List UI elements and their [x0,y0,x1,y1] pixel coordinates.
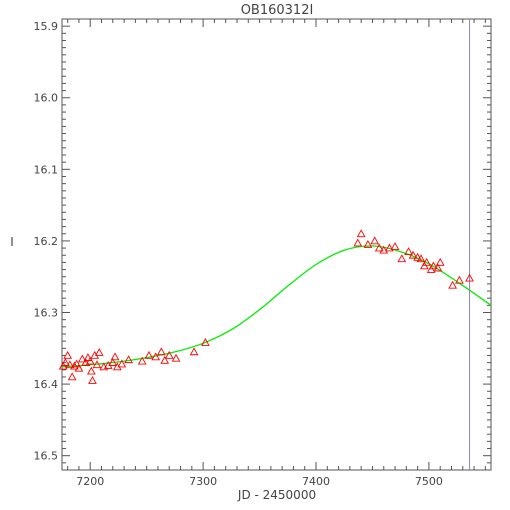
data-point [448,280,457,289]
y-tick-label: 16.0 [34,92,59,105]
data-point [108,358,118,366]
data-point [72,359,82,368]
x-axis-label: JD - 2450000 [237,488,316,502]
data-point [363,239,373,248]
data-point [137,356,147,365]
data-point [429,261,438,270]
data-point [404,247,413,255]
data-point [370,236,380,245]
x-tick-label: 7400 [302,475,330,488]
data-point [110,352,120,361]
data-point [63,350,73,359]
model-curve [61,245,492,368]
data-point [201,338,210,346]
data-point [83,353,93,361]
data-point [144,350,154,359]
data-point [356,229,366,238]
y-tick-label: 16.3 [34,307,59,320]
data-point [455,275,464,284]
data-point [160,355,170,364]
data-point [379,245,389,254]
plot-frame [61,18,492,471]
data-point [353,238,363,247]
data-point [88,375,97,384]
data-point [67,372,77,381]
data-point [65,360,75,369]
x-tick-label: 7200 [76,475,104,488]
data-point [189,347,199,356]
y-tick-label: 16.5 [34,450,59,463]
data-point [435,257,445,266]
data-point [124,355,133,364]
data-point [85,356,95,365]
data-point [92,360,102,369]
plot-area [58,19,492,470]
data-point [86,366,96,375]
data-point [465,273,474,282]
y-tick-label: 15.9 [34,20,59,33]
data-point [390,242,400,250]
data-point [117,359,127,368]
data-point [94,348,104,356]
x-tick-label: 7500 [415,475,443,488]
y-tick-label: 16.2 [34,235,59,248]
data-point [408,250,418,259]
data-point [374,243,384,252]
data-point [171,353,181,362]
data-point [385,243,394,252]
data-point [397,254,407,263]
x-tick-label: 7300 [189,475,217,488]
data-point [156,347,166,356]
data-point [433,263,443,272]
data-point [416,254,426,263]
y-tick-label: 16.4 [34,378,59,391]
data-point [61,358,70,366]
axis-ticks [62,18,491,471]
chart-title: OB160312I [241,3,314,18]
data-point [74,363,84,372]
data-point [70,361,79,370]
data-point [77,354,87,363]
data-point [413,252,422,261]
data-point [164,350,174,359]
axis-tick-labels: 7200 7300 7400 7500 15.9 16.0 16.1 16.2 16.3 16.4… [34,20,443,488]
y-tick-label: 16.1 [34,163,59,176]
y-axis-label: I [10,235,14,249]
data-point [151,352,161,361]
data-point [422,257,432,266]
